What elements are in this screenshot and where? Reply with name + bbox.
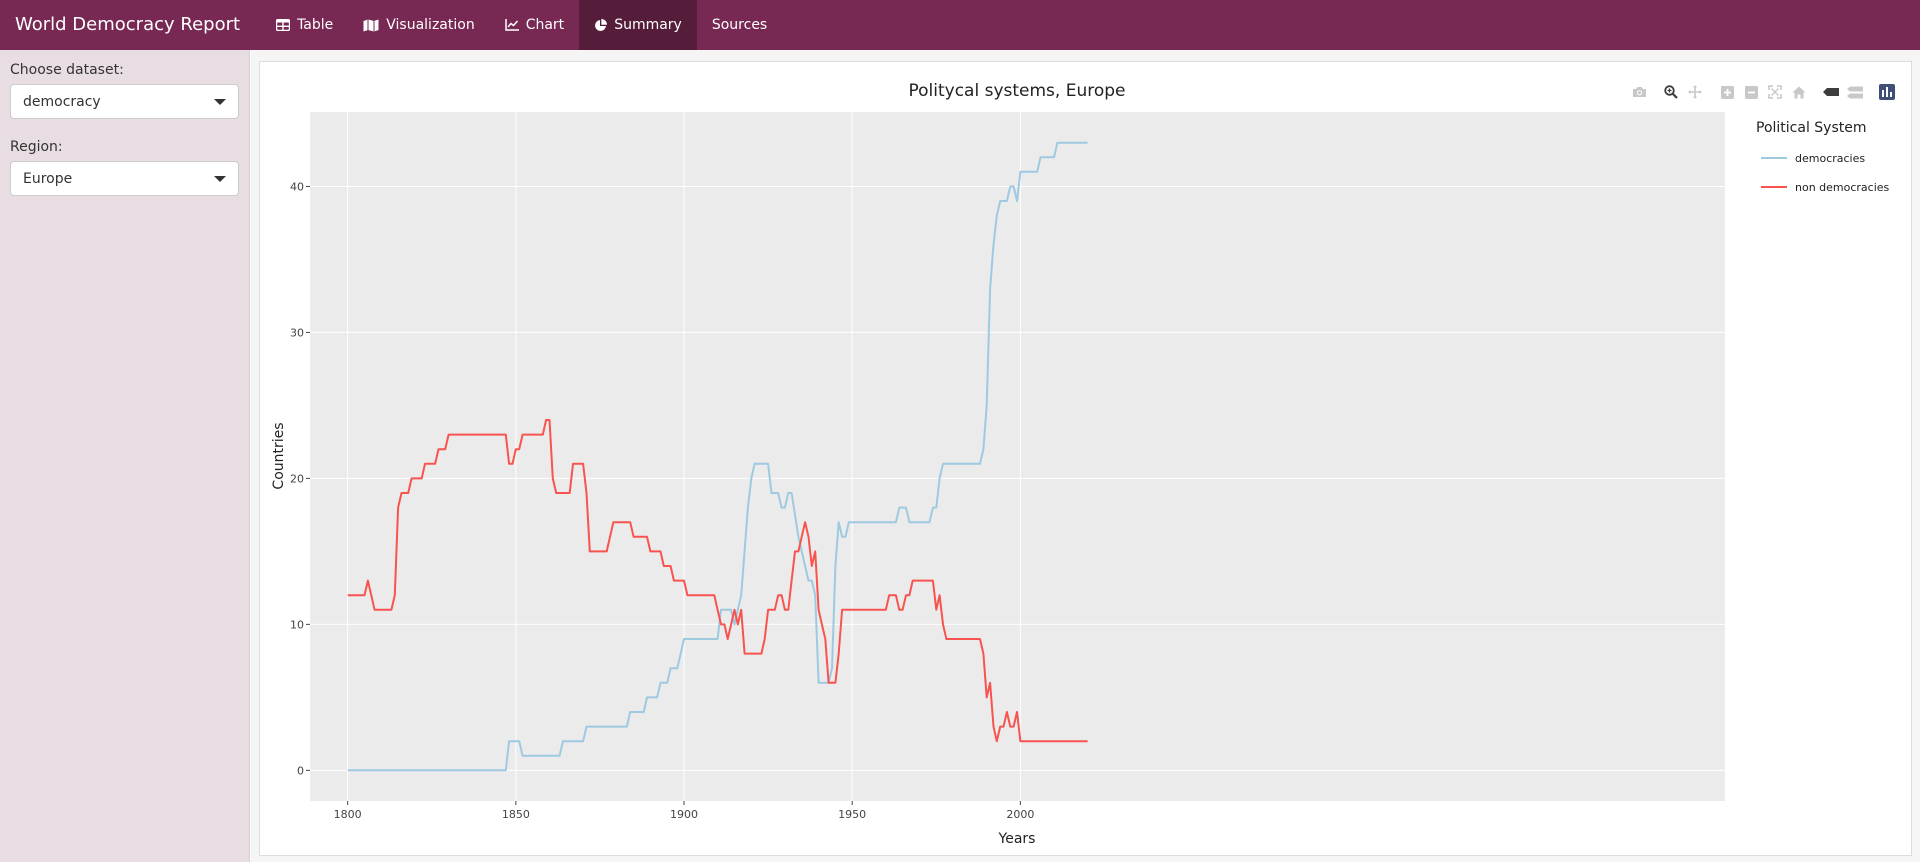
tab-sources[interactable]: Sources	[697, 0, 782, 50]
autoscale-icon[interactable]	[1763, 81, 1787, 103]
chevron-down-icon	[214, 175, 226, 182]
zoom-in-icon[interactable]	[1715, 81, 1739, 103]
dataset-label: Choose dataset:	[10, 62, 124, 78]
sidebar-panel: Choose dataset: democracy Region: Europe	[0, 50, 250, 862]
x-tick-labels: 1800 1850 1900 1950 2000	[334, 801, 1034, 821]
dataset-select[interactable]: democracy	[10, 84, 239, 119]
tab-table[interactable]: Table	[261, 0, 348, 50]
hover-closest-icon[interactable]	[1819, 81, 1843, 103]
region-select[interactable]: Europe	[10, 161, 239, 196]
plotly-logo-icon[interactable]	[1875, 81, 1899, 103]
legend-title: Political System	[1756, 120, 1867, 136]
tab-visualization[interactable]: Visualization	[348, 0, 489, 50]
main-panel: 1800 1850 1900 1950 2000 0 10 20 30 40 Politycal…	[251, 50, 1920, 862]
legend-item-democracies[interactable]: democracies	[1761, 152, 1865, 165]
table-icon	[276, 19, 291, 31]
y-tick-label: 40	[290, 180, 304, 193]
pie-chart-icon	[595, 18, 608, 31]
top-navbar: World Democracy Report Table Visualizati…	[0, 0, 1920, 50]
x-tick-label: 1800	[334, 808, 362, 821]
tab-chart[interactable]: Chart	[490, 0, 579, 50]
tab-summary-label: Summary	[614, 17, 682, 33]
dataset-select-value: democracy	[23, 93, 101, 110]
tab-sources-label: Sources	[711, 17, 768, 33]
tab-table-label: Table	[297, 17, 334, 33]
home-icon[interactable]	[1787, 81, 1811, 103]
app-brand[interactable]: World Democracy Report	[15, 14, 241, 35]
line-chart[interactable]: 1800 1850 1900 1950 2000 0 10 20 30 40 Politycal…	[260, 62, 1913, 857]
legend-label-democracies: democracies	[1795, 152, 1865, 165]
x-tick-label: 2000	[1006, 808, 1034, 821]
x-axis-label: Years	[998, 831, 1036, 847]
plot-container: 1800 1850 1900 1950 2000 0 10 20 30 40 Politycal…	[259, 61, 1912, 856]
y-tick-label: 30	[290, 326, 304, 339]
chart-title: Politycal systems, Europe	[908, 81, 1125, 101]
hover-compare-icon[interactable]	[1843, 81, 1867, 103]
x-tick-label: 1900	[670, 808, 698, 821]
y-tick-label: 0	[297, 764, 304, 777]
series-lines	[347, 141, 1088, 772]
map-icon	[363, 19, 379, 31]
x-tick-label: 1950	[838, 808, 866, 821]
plot-modebar	[1627, 81, 1899, 103]
chevron-down-icon	[214, 98, 226, 105]
legend-item-non-democracies[interactable]: non democracies	[1761, 181, 1890, 194]
zoom-out-icon[interactable]	[1739, 81, 1763, 103]
zoom-icon[interactable]	[1659, 81, 1683, 103]
y-tick-label: 20	[290, 472, 304, 485]
region-select-value: Europe	[23, 170, 73, 187]
y-tick-labels: 0 10 20 30 40	[290, 180, 310, 777]
legend: Political System democracies non democra…	[1756, 120, 1890, 194]
gridlines	[310, 112, 1725, 801]
line-chart-icon	[504, 19, 519, 31]
camera-icon[interactable]	[1627, 81, 1651, 103]
x-tick-label: 1850	[502, 808, 530, 821]
tab-visualization-label: Visualization	[386, 17, 475, 33]
region-label: Region:	[10, 139, 63, 155]
series-line-non-democracies[interactable]	[347, 419, 1088, 743]
series-line-democracies[interactable]	[347, 141, 1088, 772]
tab-summary[interactable]: Summary	[579, 0, 697, 50]
y-axis-label: Countries	[271, 422, 287, 489]
tab-chart-label: Chart	[525, 17, 565, 33]
pan-icon[interactable]	[1683, 81, 1707, 103]
y-tick-label: 10	[290, 618, 304, 631]
legend-label-non-democracies: non democracies	[1795, 181, 1890, 194]
plot-area[interactable]	[310, 112, 1725, 801]
